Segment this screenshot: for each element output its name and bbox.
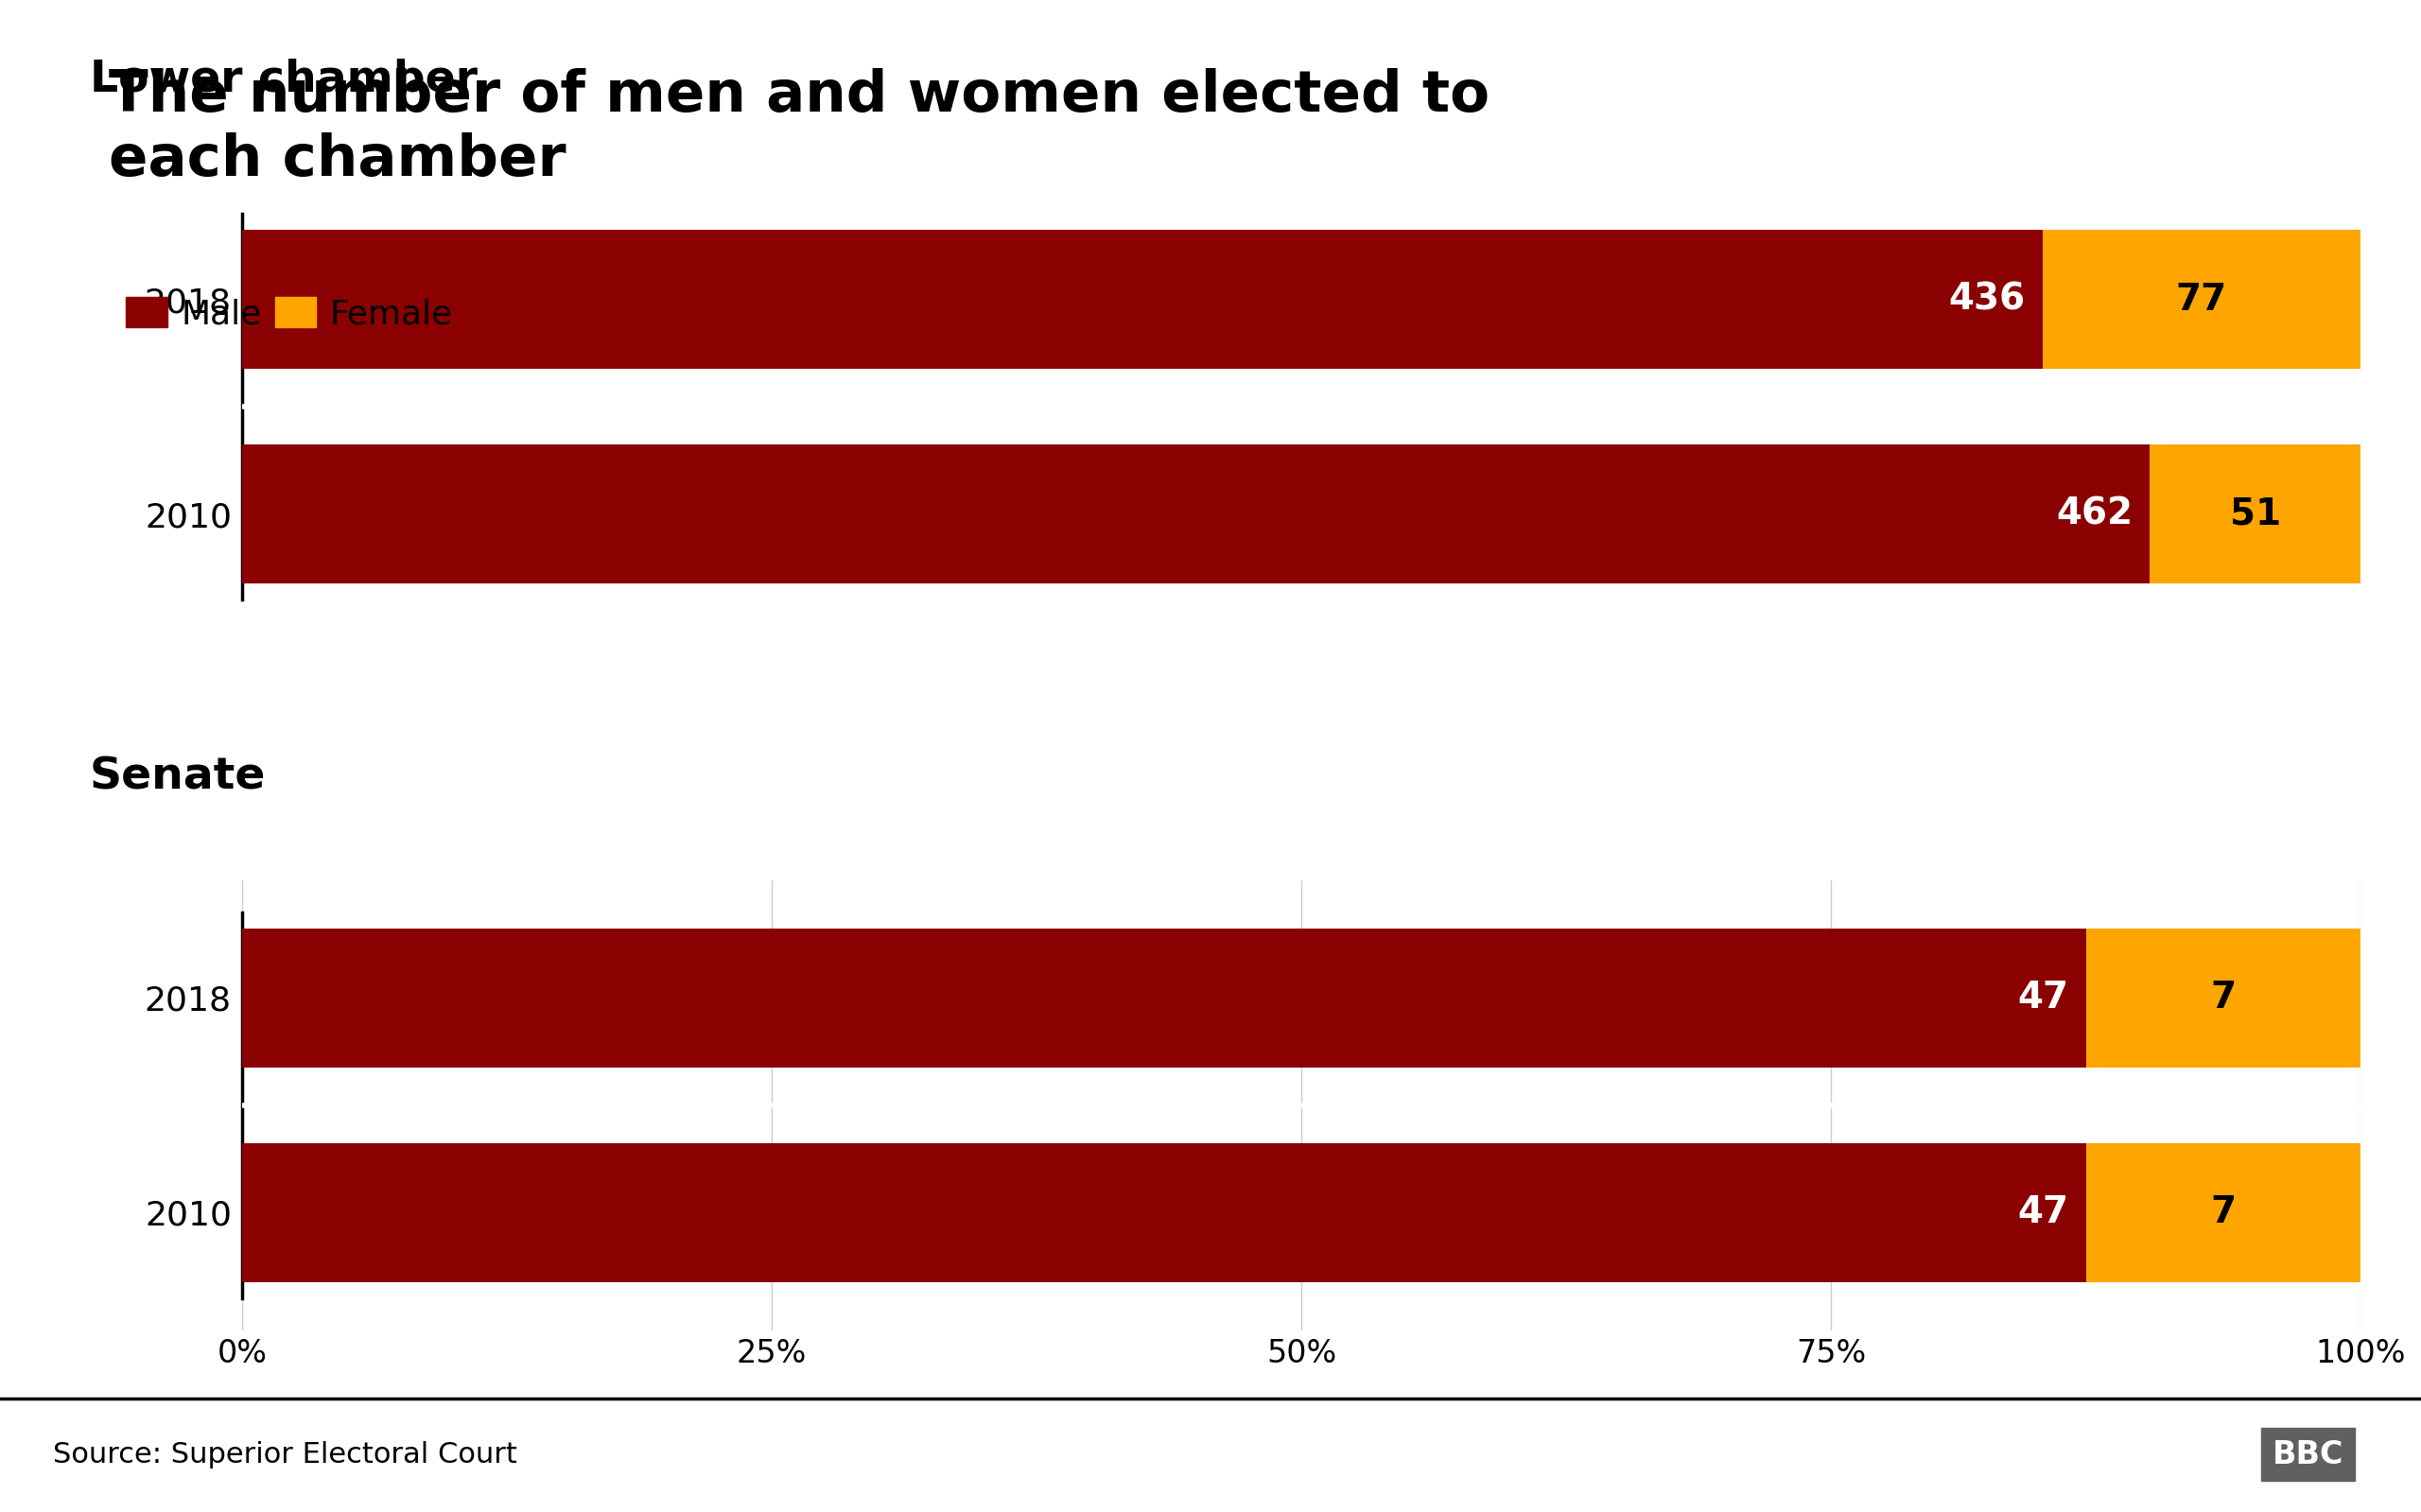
Text: The number of men and women elected to
each chamber: The number of men and women elected to e… [109,68,1489,189]
Bar [2043,230,2360,369]
Bar [242,1143,2087,1282]
Bar [2087,928,2360,1067]
Bar [242,928,2087,1067]
Text: 47: 47 [2017,980,2070,1016]
Bar [242,445,2150,584]
Bar [2150,445,2360,584]
Text: BBC: BBC [2273,1439,2344,1470]
Text: 7: 7 [2210,980,2237,1016]
Bar [2087,1143,2360,1282]
Text: 7: 7 [2210,1194,2237,1231]
Text: Source: Superior Electoral Court: Source: Superior Electoral Court [53,1441,518,1468]
Bar [242,230,2043,369]
Legend: Male, Female: Male, Female [126,296,453,331]
Text: 47: 47 [2017,1194,2070,1231]
Text: Senate: Senate [90,756,266,798]
Text: 462: 462 [2055,496,2133,532]
Text: 77: 77 [2176,281,2227,318]
Text: 436: 436 [1949,281,2026,318]
Text: Lower chamber: Lower chamber [90,57,477,100]
Text: 51: 51 [2230,496,2281,532]
